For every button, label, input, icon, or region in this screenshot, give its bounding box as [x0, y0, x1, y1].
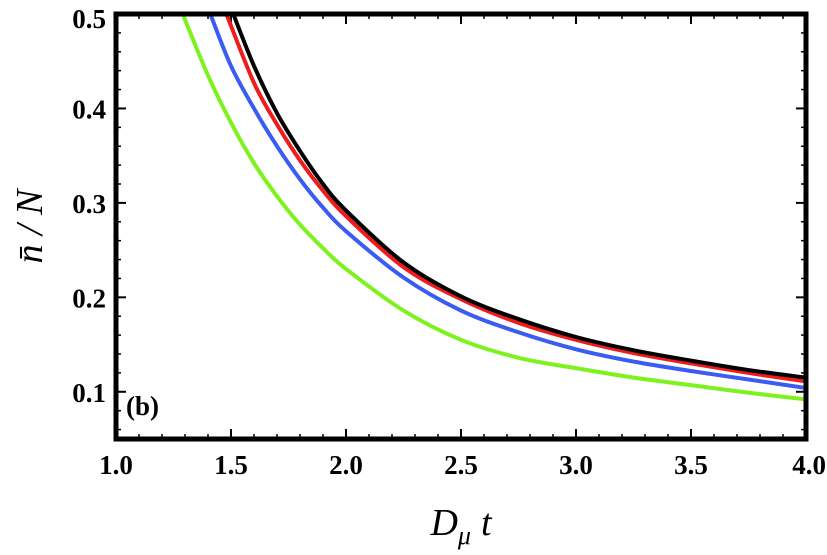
- y-tick-label: 0.4: [72, 94, 106, 124]
- series-group: [180, 14, 806, 402]
- x-axis-label-main: D: [429, 502, 457, 544]
- x-tick-label: 2.0: [329, 450, 363, 480]
- y-tick-label: 0.2: [72, 283, 106, 313]
- y-tick-label: 0.5: [72, 4, 106, 34]
- x-tick-label: 2.5: [444, 450, 478, 480]
- x-tick-label: 1.0: [99, 450, 133, 480]
- series-line-4: [231, 14, 806, 380]
- x-tick-label: 4.0: [792, 450, 826, 480]
- x-tick-label: 3.0: [559, 450, 593, 480]
- plot-frame: [113, 11, 809, 442]
- x-axis-label-suffix: t: [481, 502, 493, 544]
- x-axis-label-subscript: μ: [457, 521, 471, 550]
- series-line-1: [180, 14, 806, 402]
- x-tick-label: 1.5: [214, 450, 248, 480]
- series-line-2: [208, 14, 806, 390]
- y-tick-label: 0.1: [72, 378, 106, 408]
- y-axis-label: n̄ / N: [9, 187, 51, 264]
- panel-label: (b): [126, 391, 159, 421]
- x-tick-label: 3.5: [674, 450, 708, 480]
- y-tick-label: 0.3: [72, 189, 106, 219]
- x-axis-ticks: 1.0 1.5 2.0 2.5 3.0 3.5 4.0: [99, 14, 826, 480]
- series-line-3: [224, 14, 806, 384]
- x-axis-label: Dμ t: [429, 502, 493, 550]
